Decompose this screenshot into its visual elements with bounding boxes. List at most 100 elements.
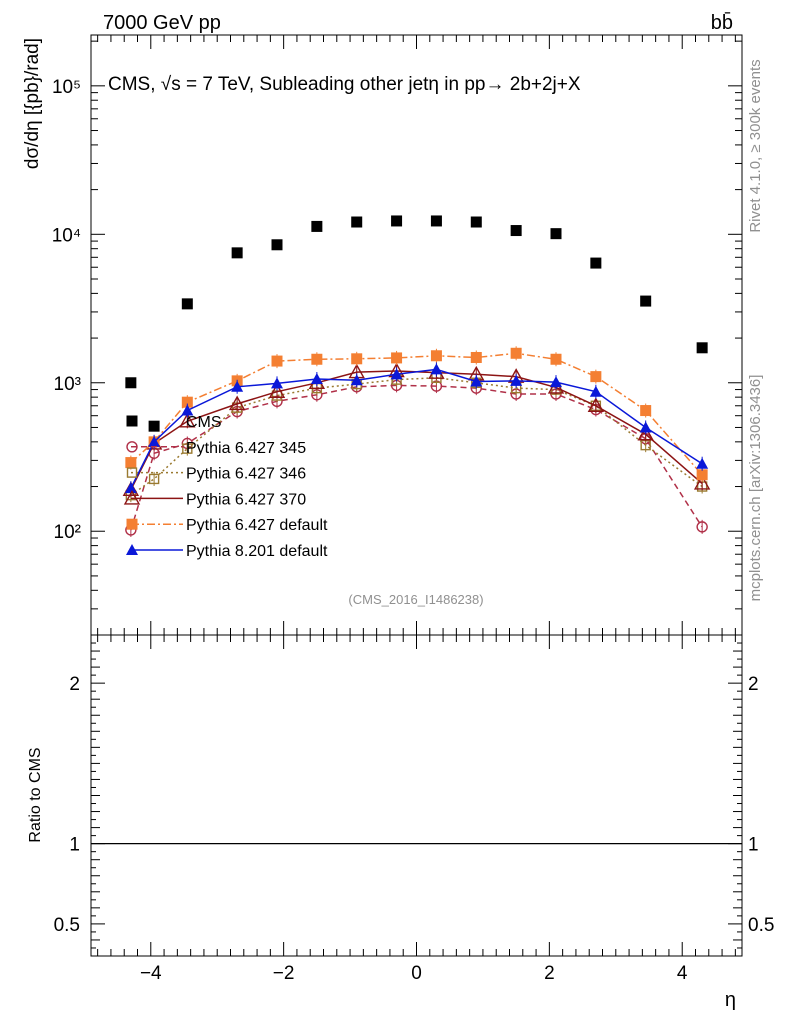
data-point <box>510 225 522 237</box>
legend: CMS Pythia 6.427 345 Pythia 6.427 346 Pythi… <box>123 414 328 560</box>
data-point <box>390 368 403 380</box>
data-point <box>311 353 323 365</box>
legend-label: Pythia 8.201 default <box>186 543 328 560</box>
ratio-y-axis-label: Ratio to CMS <box>27 747 44 842</box>
data-point <box>181 404 194 416</box>
data-point <box>590 371 602 383</box>
data-point <box>271 239 283 251</box>
data-point <box>510 347 522 359</box>
data-point <box>148 473 160 485</box>
ratio-tick-label-right: 1 <box>748 835 759 856</box>
legend-label: Pythia 6.427 default <box>186 517 328 534</box>
ratio-plot-frame <box>90 634 743 957</box>
process-label: bb̄ <box>711 11 733 34</box>
data-point <box>470 216 482 228</box>
plot-title: CMS, √s = 7 TeV, Subleading other jetη i… <box>108 74 581 95</box>
data-point <box>351 353 363 365</box>
data-point <box>231 380 244 392</box>
ratio-tick-label-left: 0.5 <box>54 915 80 936</box>
data-point <box>181 396 193 408</box>
x-axis-label: η <box>725 989 736 1011</box>
data-point <box>696 342 708 354</box>
series-line-pythia-6-427-default <box>130 352 703 476</box>
data-point <box>268 383 286 398</box>
mcplots-label: mcplots.cern.ch [arXiv:1306.3436] <box>747 375 764 602</box>
data-point <box>589 385 602 397</box>
data-point <box>125 377 137 389</box>
data-point <box>639 421 652 433</box>
legend-marker <box>126 415 138 427</box>
data-point <box>587 397 605 412</box>
ratio-tick-label-right: 0.5 <box>748 915 774 936</box>
data-point <box>271 355 283 367</box>
x-tick-label: −4 <box>140 963 162 984</box>
data-point <box>148 420 160 432</box>
legend-item-pythia-8-201-default: Pythia 8.201 default <box>126 543 328 560</box>
x-tick-label: 4 <box>677 963 688 984</box>
series-cms <box>125 215 708 432</box>
data-point <box>125 457 137 469</box>
legend-item-cms: CMS <box>126 414 222 431</box>
ratio-tick-label-right: 2 <box>748 674 759 695</box>
legend-label: CMS <box>186 414 222 431</box>
data-point <box>590 257 602 269</box>
axis-ticks: −4 −2 0 2 4 10² 10³ 10⁴ 10⁵ 0.5 0.5 1 1 2 2 <box>52 35 774 984</box>
y-tick-label: 10⁴ <box>52 225 81 246</box>
data-point <box>182 443 193 454</box>
data-point <box>231 247 243 259</box>
legend-item-pythia-6-427-346: Pythia 6.427 346 <box>126 466 306 483</box>
series-pythia-8-201-default <box>124 362 709 496</box>
data-point <box>550 376 562 388</box>
data-point <box>470 375 483 387</box>
data-point <box>696 469 708 481</box>
data-point <box>696 457 709 469</box>
legend-marker <box>126 467 138 478</box>
y-tick-label: 10³ <box>54 374 81 395</box>
data-point <box>181 298 193 310</box>
series-pythia-6-427-default <box>125 346 708 482</box>
legend-label: Pythia 6.427 346 <box>186 466 306 483</box>
x-tick-label: 0 <box>411 963 422 984</box>
data-point <box>310 373 323 385</box>
data-point <box>391 352 403 364</box>
x-tick-label: 2 <box>544 963 555 984</box>
data-point <box>179 412 196 428</box>
data-point <box>430 215 442 227</box>
legend-label: Pythia 6.427 345 <box>186 440 306 457</box>
data-point <box>148 435 161 447</box>
data-point <box>696 521 708 533</box>
y-tick-label: 10⁵ <box>52 77 81 98</box>
legend-item-pythia-6-427-345: Pythia 6.427 345 <box>126 440 306 457</box>
data-point <box>350 374 363 386</box>
data-point <box>550 228 562 240</box>
data-point <box>311 220 323 232</box>
data-point <box>430 363 443 375</box>
beam-label: 7000 GeV pp <box>103 12 221 34</box>
legend-marker <box>126 441 138 453</box>
y-axis-label: dσ/dη [{pb}/rad] <box>22 38 43 169</box>
data-point <box>271 377 283 389</box>
data-point <box>510 374 523 386</box>
legend-marker <box>126 518 138 530</box>
legend-label: Pythia 6.427 370 <box>186 491 306 508</box>
legend-marker <box>123 489 141 505</box>
data-point <box>391 215 403 227</box>
data-point <box>124 482 137 494</box>
legend-marker <box>126 544 138 555</box>
rivet-label: Rivet 4.1.0, ≥ 300k events <box>747 59 764 232</box>
y-tick-label: 10² <box>54 522 81 543</box>
data-point <box>637 425 654 441</box>
ratio-tick-label-left: 2 <box>69 674 80 695</box>
legend-item-pythia-6-427-370: Pythia 6.427 370 <box>123 489 306 508</box>
analysis-id: (CMS_2016_I1486238) <box>348 592 483 607</box>
data-point <box>430 350 442 362</box>
series-pythia-6-427-345 <box>125 378 708 537</box>
series-layer <box>122 215 711 537</box>
data-point <box>351 216 363 228</box>
data-point <box>640 405 652 417</box>
data-point <box>693 474 711 490</box>
data-point <box>550 353 562 365</box>
data-point <box>640 295 652 307</box>
data-point <box>470 351 482 363</box>
